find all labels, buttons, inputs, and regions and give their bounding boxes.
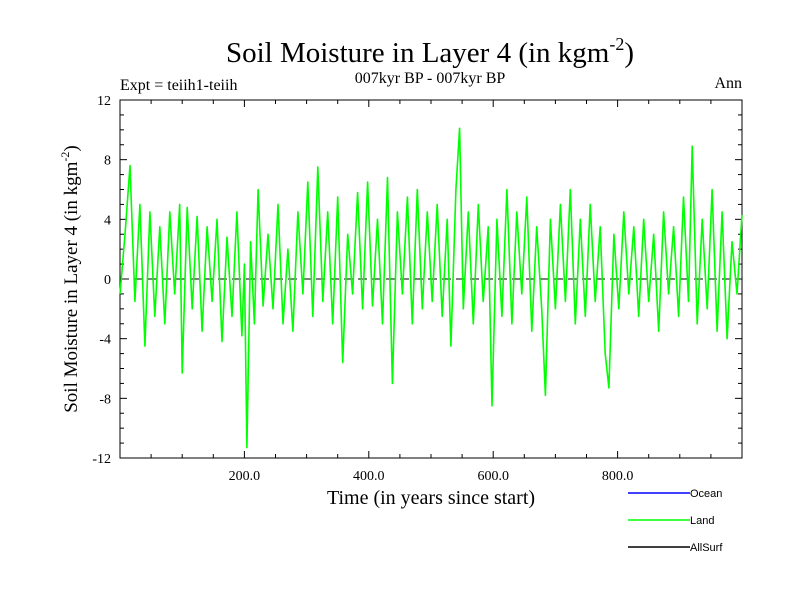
y-tick-label: -4: [99, 333, 111, 348]
x-tick-label: 600.0: [477, 469, 509, 484]
x-axis-label: Time (in years since start): [327, 487, 535, 509]
legend-label-ocean: Ocean: [690, 488, 722, 500]
y-axis-label: Soil Moisture in Layer 4 (in kgm-2): [58, 145, 82, 413]
chart-subtitle: 007kyr BP - 007kyr BP: [355, 70, 506, 87]
series-line-land: [119, 127, 743, 449]
y-tick-label: -12: [92, 452, 111, 467]
x-tick-label: 200.0: [229, 469, 261, 484]
legend-label-allsurf: AllSurf: [690, 542, 723, 554]
period-label: Ann: [714, 75, 742, 92]
legend: Ocean Land AllSurf: [628, 488, 723, 554]
y-tick-label: -8: [99, 392, 111, 407]
y-tick-label: 0: [104, 273, 111, 288]
legend-label-land: Land: [690, 515, 714, 527]
y-tick-label: 12: [97, 94, 111, 109]
series-group: [119, 127, 743, 449]
y-tick-label: 8: [104, 154, 111, 169]
y-tick-label: 4: [104, 213, 111, 228]
chart-title: Soil Moisture in Layer 4 (in kgm-2): [226, 34, 634, 69]
axis-ticks: 12 8 4 0 -4 -8 -12 200.0 400.0 600.0 800.0: [92, 94, 742, 484]
x-tick-label: 800.0: [602, 469, 634, 484]
experiment-label: Expt = teiih1-teiih: [120, 77, 237, 94]
x-tick-label: 400.0: [353, 469, 385, 484]
